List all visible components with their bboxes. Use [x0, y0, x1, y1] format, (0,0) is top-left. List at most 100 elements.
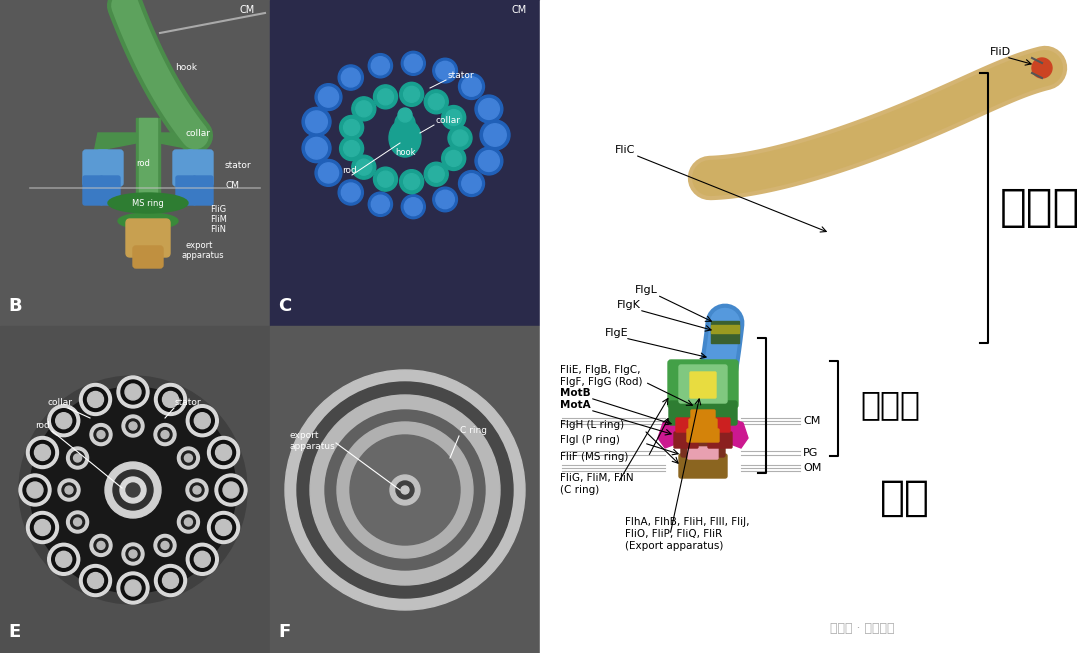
FancyBboxPatch shape	[708, 432, 732, 448]
Circle shape	[315, 159, 342, 186]
Circle shape	[122, 543, 144, 565]
Circle shape	[212, 441, 235, 464]
FancyBboxPatch shape	[688, 447, 718, 459]
Text: FlhA, FlhB, FliH, FlII, FliJ,: FlhA, FlhB, FliH, FlII, FliJ,	[625, 517, 750, 527]
Circle shape	[23, 478, 48, 502]
Text: (Export apparatus): (Export apparatus)	[625, 541, 724, 551]
Circle shape	[459, 170, 485, 197]
Circle shape	[462, 174, 482, 193]
Bar	[0, 326, 270, 653]
Circle shape	[30, 441, 54, 464]
Circle shape	[125, 384, 141, 400]
Circle shape	[30, 387, 237, 593]
Circle shape	[310, 395, 500, 585]
Circle shape	[484, 124, 507, 146]
Bar	[270, 0, 540, 326]
Ellipse shape	[395, 113, 415, 133]
Circle shape	[374, 85, 397, 109]
FancyBboxPatch shape	[690, 372, 716, 398]
Circle shape	[30, 515, 54, 539]
Text: export: export	[185, 240, 213, 249]
Circle shape	[83, 569, 108, 592]
Circle shape	[159, 569, 183, 592]
Circle shape	[478, 99, 499, 119]
Circle shape	[339, 136, 364, 161]
Circle shape	[154, 424, 176, 445]
Circle shape	[343, 140, 360, 157]
Circle shape	[429, 94, 444, 110]
Circle shape	[52, 547, 76, 571]
Polygon shape	[160, 133, 203, 158]
Circle shape	[73, 454, 82, 462]
Circle shape	[319, 87, 338, 107]
Circle shape	[446, 110, 462, 125]
Text: apparatus: apparatus	[291, 442, 336, 451]
Circle shape	[368, 54, 392, 78]
Circle shape	[378, 171, 393, 187]
Circle shape	[19, 474, 51, 506]
Text: 公众号 · 中科微未: 公众号 · 中科微未	[831, 622, 894, 635]
Circle shape	[436, 61, 455, 80]
Text: OM: OM	[804, 463, 822, 473]
Text: FliM: FliM	[210, 215, 227, 225]
FancyBboxPatch shape	[83, 150, 109, 186]
Text: hook: hook	[175, 63, 197, 72]
Circle shape	[181, 515, 195, 529]
Text: 麭便毛: 麭便毛	[1000, 187, 1080, 229]
Circle shape	[475, 95, 503, 123]
Circle shape	[113, 470, 153, 510]
Circle shape	[339, 116, 364, 140]
Ellipse shape	[389, 119, 421, 157]
Circle shape	[302, 134, 330, 163]
Text: (C ring): (C ring)	[561, 485, 599, 495]
Circle shape	[87, 391, 104, 407]
Text: stator: stator	[448, 71, 474, 80]
Text: F: F	[278, 623, 291, 641]
FancyBboxPatch shape	[710, 418, 730, 432]
Circle shape	[52, 409, 76, 433]
Circle shape	[337, 422, 473, 558]
Circle shape	[459, 74, 485, 99]
Text: collar: collar	[185, 129, 210, 138]
Circle shape	[352, 97, 376, 121]
Circle shape	[177, 511, 200, 533]
Circle shape	[343, 119, 360, 135]
Circle shape	[80, 565, 111, 597]
Circle shape	[97, 430, 105, 439]
Circle shape	[341, 68, 361, 87]
Circle shape	[207, 511, 240, 543]
Text: stator: stator	[225, 161, 252, 170]
Circle shape	[48, 405, 80, 437]
Text: C: C	[278, 297, 292, 315]
Circle shape	[453, 130, 468, 146]
Circle shape	[27, 482, 43, 498]
Circle shape	[462, 77, 482, 96]
Text: FliF (MS ring): FliF (MS ring)	[561, 452, 629, 462]
FancyBboxPatch shape	[689, 419, 717, 432]
Circle shape	[424, 90, 448, 114]
Circle shape	[26, 436, 58, 468]
FancyBboxPatch shape	[681, 437, 725, 457]
Circle shape	[186, 543, 218, 575]
Text: collar: collar	[435, 116, 460, 125]
Circle shape	[26, 511, 58, 543]
FancyBboxPatch shape	[100, 176, 120, 205]
Ellipse shape	[108, 193, 188, 213]
Circle shape	[105, 462, 161, 518]
Circle shape	[390, 475, 420, 505]
Text: FlgK: FlgK	[617, 300, 640, 310]
Bar	[0, 0, 270, 326]
Circle shape	[73, 518, 82, 526]
FancyBboxPatch shape	[97, 150, 123, 186]
Circle shape	[190, 547, 214, 571]
Circle shape	[56, 413, 71, 429]
Circle shape	[90, 424, 112, 445]
Circle shape	[368, 192, 392, 216]
Circle shape	[120, 477, 146, 503]
Circle shape	[478, 151, 499, 172]
Circle shape	[126, 483, 140, 497]
Circle shape	[97, 541, 105, 549]
Circle shape	[193, 486, 201, 494]
Bar	[711, 325, 739, 333]
Polygon shape	[725, 418, 748, 448]
